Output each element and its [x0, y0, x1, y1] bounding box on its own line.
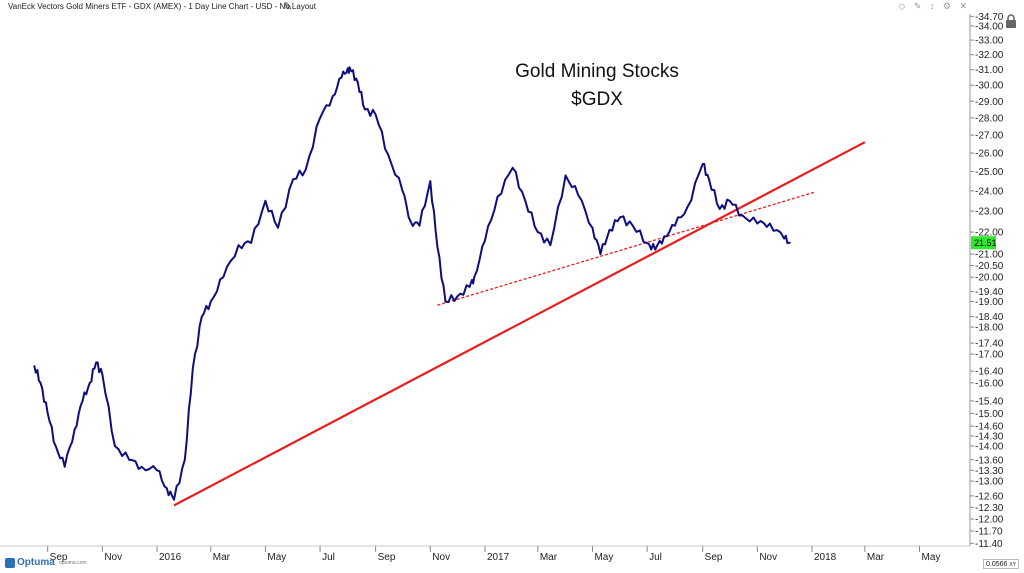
y-tick-label: -11.70 [975, 526, 1003, 537]
y-tick-label: -23.00 [975, 207, 1004, 218]
y-tick-label: -33.00 [975, 36, 1004, 47]
x-tick-label: Jul [322, 552, 335, 563]
y-tick-label: -34.00 [975, 22, 1004, 33]
x-tick-label: Jul [649, 552, 662, 563]
chart-header-title: VanEck Vectors Gold Miners ETF - GDX (AM… [8, 2, 316, 11]
optuma-logo-icon [5, 558, 15, 568]
x-tick-label: 2016 [159, 552, 182, 563]
chart-title: Gold Mining Stocks [515, 61, 679, 82]
x-tick-label: May [594, 552, 613, 563]
plot-area: Gold Mining Stocks $GDX [0, 14, 971, 547]
y-tick-label: -16.40 [975, 367, 1004, 378]
y-tick-label: -12.30 [975, 503, 1004, 514]
x-tick-label: Sep [378, 552, 396, 563]
y-tick-label: -11.40 [975, 539, 1003, 550]
lock-icon[interactable] [1005, 14, 1017, 28]
gdx-price-line [33, 66, 791, 501]
chart-header: VanEck Vectors Gold Miners ETF - GDX (AM… [0, 0, 1024, 15]
y-tick-label: -18.00 [975, 323, 1004, 334]
x-tick-label: May [267, 552, 286, 563]
x-tick-label: Nov [432, 552, 450, 563]
y-tick-label: -26.00 [975, 148, 1004, 159]
y-tick-label: -12.60 [975, 491, 1004, 502]
series-layer [33, 66, 791, 501]
toolbar-icons[interactable]: ◇ ✎ ↕ ⚙ ✕ [898, 1, 970, 11]
y-tick-label: -25.00 [975, 167, 1004, 178]
y-tick-label: -27.00 [975, 131, 1004, 142]
y-tick-label: -20.00 [975, 273, 1004, 284]
optuma-url: optuma.com [59, 560, 87, 566]
trendlines [173, 141, 866, 507]
y-tick-label: -32.00 [975, 50, 1004, 61]
y-tick-label: -19.40 [975, 287, 1004, 298]
y-tick-label: -34.70 [975, 12, 1004, 23]
scale-suffix: XY [1009, 562, 1017, 568]
y-tick-label: -20.50 [975, 261, 1004, 272]
y-axis: -34.70-34.00 -33.00 -32.00 -31.00 -30.00 -29.… [970, 12, 1004, 550]
x-tick-label: 2017 [487, 552, 510, 563]
x-tick-label: Mar [867, 552, 885, 563]
y-tick-label: -18.40 [975, 312, 1004, 323]
y-tick-label: -17.00 [975, 350, 1004, 361]
pencil-icon[interactable]: ✎ [283, 1, 293, 13]
x-axis: Sep Nov 2016 Mar May Jul Sep Nov 2017 Mar May Jul Se… [47, 546, 941, 563]
trendline-dashed [437, 191, 816, 306]
y-tick-label: -29.00 [975, 97, 1004, 108]
y-tick-label: -15.00 [975, 409, 1004, 420]
y-tick-label: -12.00 [975, 515, 1004, 526]
y-tick-label: -13.60 [975, 455, 1004, 466]
x-tick-label: Sep [705, 552, 723, 563]
trendline-solid [173, 141, 866, 507]
x-tick-label: Sep [50, 552, 68, 563]
x-tick-label: Mar [213, 552, 231, 563]
y-tick-label: -22.00 [975, 228, 1004, 239]
x-tick-label: Nov [759, 552, 777, 563]
y-tick-label: -14.30 [975, 431, 1004, 442]
y-tick-label: -30.00 [975, 81, 1004, 92]
x-tick-label: May [922, 552, 941, 563]
y-tick-label: -19.00 [975, 297, 1004, 308]
chart-subtitle: $GDX [571, 89, 623, 110]
y-tick-label: -13.30 [975, 466, 1004, 477]
x-tick-label: Nov [104, 552, 122, 563]
y-tick-label: -28.00 [975, 113, 1004, 124]
y-tick-label: -13.00 [975, 477, 1004, 488]
y-tick-label: -15.40 [975, 396, 1004, 407]
optuma-logo-text: Optuma [17, 557, 55, 568]
y-tick-label: -14.60 [975, 422, 1004, 433]
y-tick-label: -17.40 [975, 339, 1004, 350]
x-tick-label: 2018 [814, 552, 837, 563]
y-tick-label: -21.00 [975, 250, 1004, 261]
y-tick-label: -31.00 [975, 65, 1004, 76]
scale-value: 0.0566 [986, 561, 1008, 568]
optuma-logo: Optuma optuma.com [5, 557, 87, 571]
y-tick-label: -14.00 [975, 442, 1004, 453]
x-tick-label: Mar [540, 552, 558, 563]
last-price-badge: 21.51 [971, 236, 997, 250]
y-tick-label: -16.00 [975, 378, 1004, 389]
last-price-label: 21.51 [974, 238, 997, 248]
y-tick-label: -24.00 [975, 186, 1004, 197]
scale-box[interactable]: 0.0566 XY [983, 559, 1019, 569]
